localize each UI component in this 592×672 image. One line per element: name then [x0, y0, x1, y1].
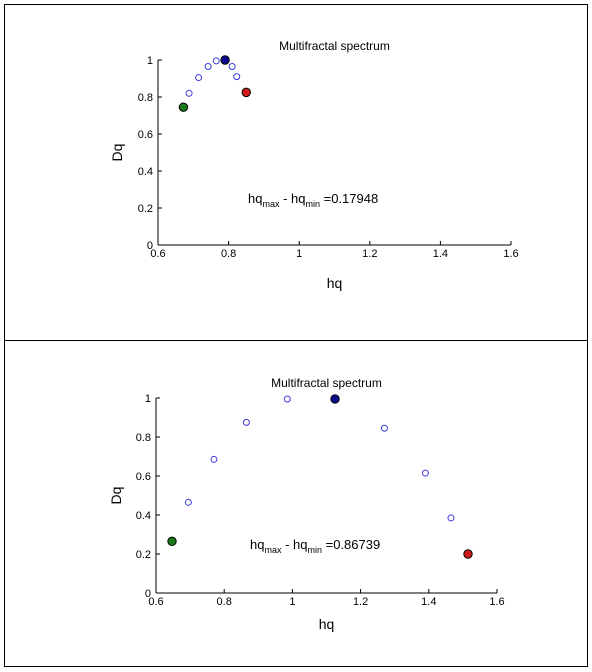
data-point [380, 424, 388, 432]
x-tick-label: 0.6 [150, 248, 165, 260]
data-point [210, 455, 218, 463]
chart-title: Multifractal spectrum [279, 39, 390, 53]
figure-frame [4, 4, 588, 667]
spread-annotation: hqmax - hqmin =0.86739 [250, 537, 380, 555]
y-tick-label: 1 [147, 55, 153, 67]
x-tick-label: 0.6 [148, 596, 163, 608]
highlight-point [330, 394, 340, 404]
x-tick-label: 1.6 [503, 248, 518, 260]
y-tick-label: 0.2 [138, 203, 153, 215]
highlight-point [241, 87, 251, 98]
highlight-point [167, 536, 177, 547]
x-tick-label: 0.8 [221, 248, 236, 260]
y-tick-label: 0.8 [138, 92, 153, 104]
highlight-point [463, 549, 473, 559]
data-point [242, 418, 250, 426]
x-tick-label: 1 [289, 596, 295, 608]
x-tick-label: 0.8 [217, 596, 232, 608]
x-axis-label: hq [319, 616, 335, 632]
chart-title: Multifractal spectrum [271, 376, 382, 390]
y-tick-label: 0.8 [136, 432, 151, 444]
y-tick-label: 0.6 [136, 471, 151, 483]
y-tick-label: 0.2 [136, 549, 151, 561]
x-tick-label: 1.4 [433, 248, 448, 260]
data-point [184, 498, 192, 506]
y-tick-label: 0.6 [138, 129, 153, 141]
highlight-point [178, 102, 189, 112]
y-tick-label: 1 [145, 393, 151, 405]
data-point [212, 57, 220, 65]
spread-annotation: hqmax - hqmin =0.17948 [248, 191, 378, 209]
y-tick-label: 0.4 [136, 510, 151, 522]
x-tick-label: 1.2 [353, 596, 368, 608]
y-tick-label: 0 [145, 588, 151, 600]
data-point [421, 469, 429, 477]
y-tick-label: 0.4 [138, 166, 153, 178]
data-point [283, 395, 291, 403]
data-point [447, 514, 455, 522]
x-tick-label: 1.2 [362, 248, 377, 260]
y-tick-label: 0 [147, 240, 153, 252]
y-axis-label: Dq [109, 144, 125, 162]
data-point [228, 62, 236, 70]
data-point [233, 73, 241, 81]
panel-divider [4, 340, 588, 341]
data-point [204, 62, 212, 70]
data-point [185, 89, 193, 97]
x-axis-label: hq [327, 275, 343, 291]
x-tick-label: 1.6 [489, 596, 504, 608]
x-tick-label: 1.4 [421, 596, 436, 608]
highlight-point [220, 55, 230, 65]
x-tick-label: 1 [296, 248, 302, 260]
y-axis-label: Dq [108, 487, 124, 505]
data-point [195, 74, 203, 82]
